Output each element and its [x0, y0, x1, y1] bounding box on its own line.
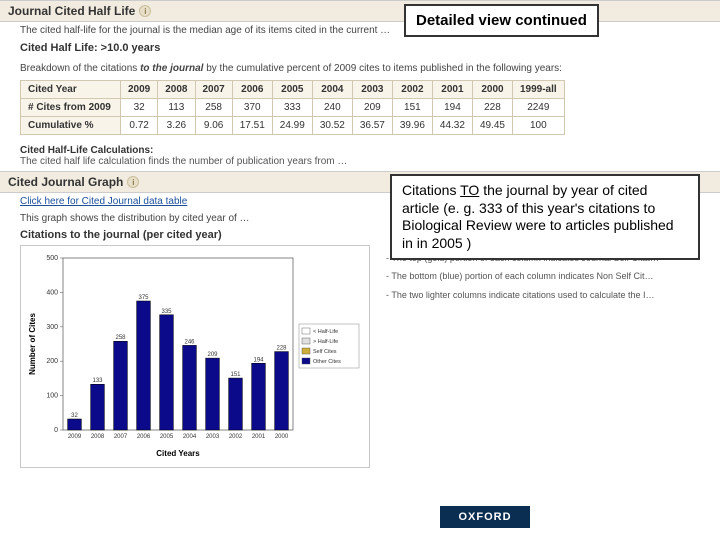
svg-text:335: 335 [161, 309, 172, 315]
svg-text:2004: 2004 [183, 434, 197, 440]
note-blue: - The bottom (blue) portion of each colu… [386, 269, 659, 283]
oxford-badge: OXFORD [440, 506, 530, 528]
svg-text:2005: 2005 [160, 434, 174, 440]
svg-text:133: 133 [92, 378, 103, 384]
svg-text:Number of Cites: Number of Cites [28, 313, 37, 375]
breakdown-pre: Breakdown of the citations [20, 63, 140, 74]
svg-text:2003: 2003 [206, 434, 220, 440]
breakdown-em: to the journal [140, 63, 203, 74]
svg-text:2001: 2001 [252, 434, 266, 440]
svg-text:375: 375 [138, 295, 149, 301]
svg-text:200: 200 [46, 358, 58, 365]
svg-text:32: 32 [71, 413, 78, 419]
callout-citations: Citations TO the journal by year of cite… [390, 174, 700, 260]
svg-text:151: 151 [230, 372, 241, 378]
section-half-life-header: Journal Cited Half Life i [0, 0, 720, 22]
info-icon[interactable]: i [127, 176, 139, 188]
svg-text:500: 500 [46, 255, 58, 262]
svg-text:Self Cites: Self Cites [313, 349, 337, 355]
table-row: Cumulative % 0.723.269.0617.5124.9930.52… [21, 117, 565, 135]
svg-text:2009: 2009 [68, 434, 82, 440]
svg-text:228: 228 [276, 346, 287, 352]
calc-header: Cited Half-Life Calculations: [0, 141, 720, 156]
svg-text:194: 194 [253, 357, 264, 363]
svg-text:258: 258 [115, 335, 126, 341]
svg-text:2007: 2007 [114, 434, 128, 440]
svg-text:246: 246 [184, 339, 195, 345]
half-life-value: Cited Half Life: >10.0 years [0, 39, 720, 57]
svg-text:400: 400 [46, 289, 58, 296]
svg-text:Other Cites: Other Cites [313, 359, 341, 365]
svg-text:< Half-Life: < Half-Life [313, 329, 338, 335]
section-title: Journal Cited Half Life [8, 4, 135, 18]
section-title: Cited Journal Graph [8, 175, 123, 189]
callout-text: Detailed view continued [416, 12, 587, 29]
calc-desc: The cited half life calculation finds th… [0, 156, 720, 171]
table-row: # Cites from 2009 3211325837033324020915… [21, 99, 565, 117]
note-light: - The two lighter columns indicate citat… [386, 288, 659, 302]
svg-text:> Half-Life: > Half-Life [313, 339, 338, 345]
chart-container: 0 100 200 300 400 500 Number of Cites 32 2009 133… [20, 245, 370, 468]
svg-text:0: 0 [54, 427, 58, 434]
half-life-desc: The cited half-life for the journal is t… [0, 22, 720, 39]
breakdown-text: Breakdown of the citations to the journa… [0, 57, 720, 76]
svg-text:2000: 2000 [275, 434, 289, 440]
breakdown-post: by the cumulative percent of 2009 cites … [203, 63, 562, 74]
table-row: Cited Year 20092008200720062005200420032… [21, 81, 565, 99]
svg-text:100: 100 [46, 393, 58, 400]
callout-detailed-view: Detailed view continued [404, 4, 599, 37]
svg-text:2002: 2002 [229, 434, 243, 440]
citations-chart: 0 100 200 300 400 500 Number of Cites 32 2009 133… [25, 250, 365, 460]
info-icon[interactable]: i [139, 5, 151, 17]
cites-table: Cited Year 20092008200720062005200420032… [20, 80, 565, 135]
row-label: Cited Year [21, 81, 121, 99]
svg-text:Cited Years: Cited Years [156, 449, 200, 458]
svg-text:209: 209 [207, 352, 218, 358]
svg-text:300: 300 [46, 324, 58, 331]
svg-text:2006: 2006 [137, 434, 151, 440]
svg-text:2008: 2008 [91, 434, 105, 440]
